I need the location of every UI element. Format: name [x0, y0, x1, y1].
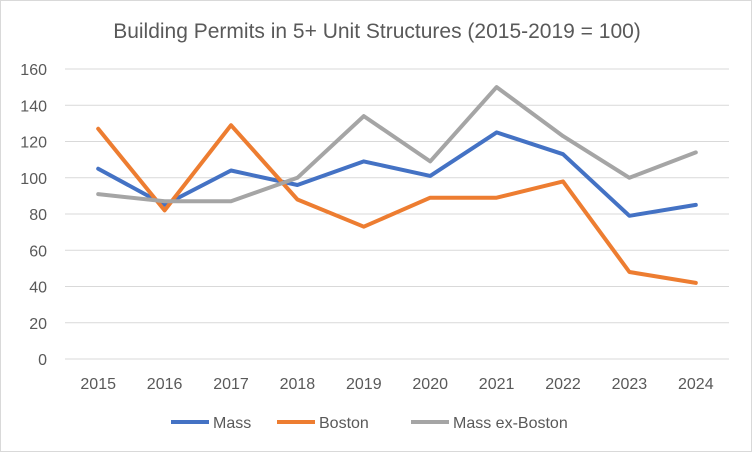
y-tick-label: 160 — [20, 62, 47, 79]
x-tick-label: 2019 — [346, 376, 382, 393]
series-line-mass — [96, 130, 698, 218]
x-tick-label: 2017 — [213, 376, 249, 393]
legend: Mass Boston Mass ex-Boston — [171, 415, 568, 432]
y-tick-label: 120 — [20, 135, 47, 152]
series-line-mass-ex-boston — [96, 85, 698, 204]
x-tick-label: 2018 — [280, 376, 316, 393]
series-line-boston — [96, 123, 698, 285]
x-tick-label: 2024 — [678, 376, 714, 393]
chart-title: Building Permits in 5+ Unit Structures (… — [113, 20, 641, 43]
x-tick-label: 2020 — [412, 376, 448, 393]
y-tick-label: 100 — [20, 171, 47, 188]
y-tick-label: 20 — [29, 316, 47, 333]
y-tick-label: 140 — [20, 98, 47, 115]
legend-label: Mass ex-Boston — [453, 415, 568, 432]
series-lines — [96, 85, 698, 285]
legend-label: Mass — [213, 415, 251, 432]
y-tick-label: 80 — [29, 207, 47, 224]
x-tick-label: 2021 — [479, 376, 515, 393]
legend-label: Boston — [319, 415, 369, 432]
y-tick-label: 40 — [29, 280, 47, 297]
x-tick-label: 2016 — [147, 376, 183, 393]
y-tick-label: 0 — [38, 352, 47, 369]
x-tick-label: 2015 — [80, 376, 116, 393]
y-tick-label: 60 — [29, 243, 47, 260]
x-tick-label: 2023 — [612, 376, 648, 393]
x-tick-label: 2022 — [545, 376, 581, 393]
axes: 0 20 40 60 80 100 120 140 160 2015 2016 2017 2018 201… — [20, 62, 729, 393]
gridlines — [65, 68, 729, 324]
